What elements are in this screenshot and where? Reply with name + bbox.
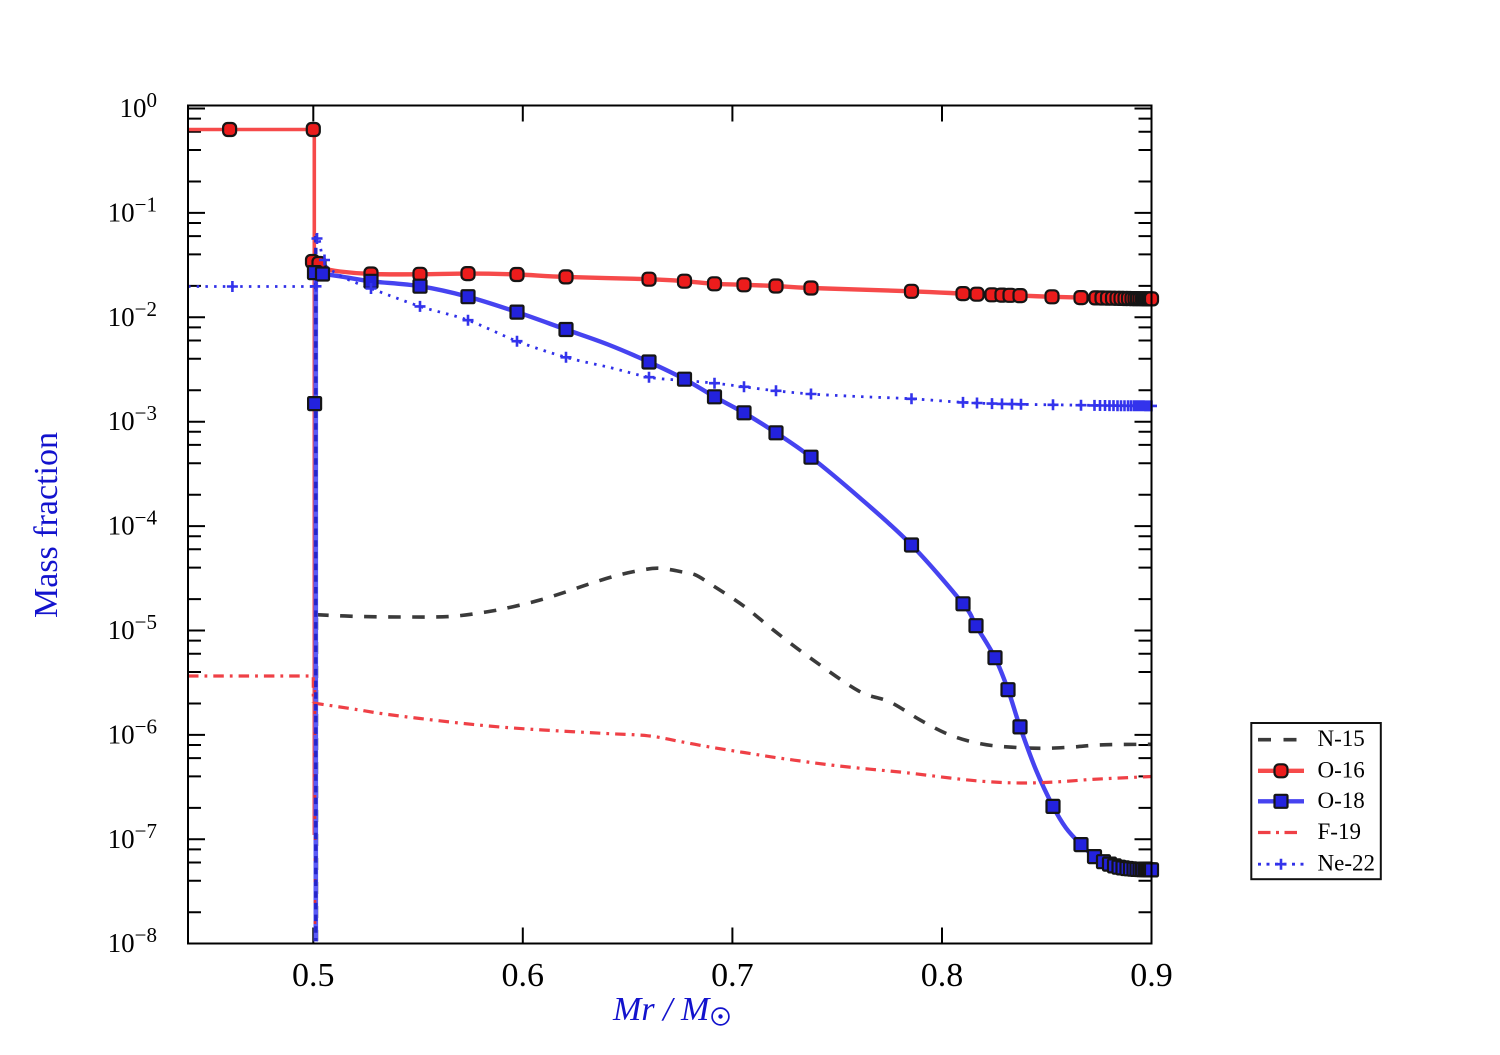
svg-text:0.8: 0.8 [921, 957, 964, 994]
svg-text:0.6: 0.6 [502, 957, 545, 994]
svg-text:F-19: F-19 [1318, 819, 1361, 844]
svg-text:10−1: 10−1 [108, 192, 157, 227]
svg-text:10−7: 10−7 [108, 819, 157, 854]
svg-text:0.9: 0.9 [1130, 957, 1173, 994]
svg-text:O-16: O-16 [1318, 757, 1365, 782]
svg-text:N-15: N-15 [1318, 726, 1365, 751]
svg-text:0.5: 0.5 [292, 957, 335, 994]
svg-text:Mass fraction: Mass fraction [28, 432, 65, 618]
svg-text:10−2: 10−2 [108, 297, 157, 332]
svg-text:Ne-22: Ne-22 [1318, 851, 1375, 876]
svg-text:Mr / M: Mr / M [612, 991, 711, 1028]
svg-text:O-18: O-18 [1318, 788, 1365, 813]
svg-text:10−6: 10−6 [108, 714, 157, 749]
svg-text:10−4: 10−4 [108, 506, 158, 541]
svg-text:0.7: 0.7 [711, 957, 754, 994]
